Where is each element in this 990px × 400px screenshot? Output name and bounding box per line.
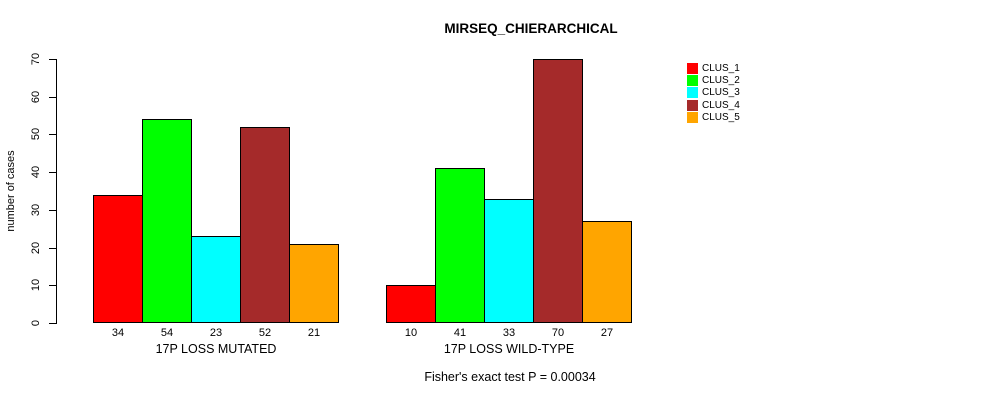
bar-value-label: 41 xyxy=(453,327,467,339)
y-tick-label: 20 xyxy=(30,241,42,255)
y-tick xyxy=(49,134,57,135)
legend-label: CLUS_3 xyxy=(702,87,740,99)
bar xyxy=(289,244,339,323)
legend-item: CLUS_5 xyxy=(687,111,740,123)
legend: CLUS_1 CLUS_2 CLUS_3 CLUS_4 CLUS_5 xyxy=(687,62,740,123)
legend-item: CLUS_4 xyxy=(687,99,740,111)
y-axis-line xyxy=(56,59,57,324)
group-label: 17P LOSS WILD-TYPE xyxy=(443,342,575,356)
y-axis-title: number of cases xyxy=(5,150,17,232)
bar xyxy=(191,236,241,323)
legend-swatch-clus4 xyxy=(687,99,698,111)
y-tick xyxy=(49,323,57,324)
y-tick-label: 0 xyxy=(30,319,42,327)
y-tick xyxy=(49,172,57,173)
y-tick xyxy=(49,59,57,60)
bar-value-label: 70 xyxy=(551,327,565,339)
y-tick-label: 10 xyxy=(30,278,42,292)
bar xyxy=(582,221,632,323)
bar xyxy=(533,59,583,323)
bar xyxy=(93,195,143,323)
legend-label: CLUS_2 xyxy=(702,74,740,86)
legend-label: CLUS_5 xyxy=(702,111,740,123)
y-tick-label: 60 xyxy=(30,90,42,104)
bar-value-label: 10 xyxy=(404,327,418,339)
bar-value-label: 23 xyxy=(209,327,223,339)
bar-value-label: 27 xyxy=(600,327,614,339)
bar xyxy=(484,199,534,323)
bar-value-label: 34 xyxy=(111,327,125,339)
y-tick-label: 40 xyxy=(30,165,42,179)
legend-swatch-clus5 xyxy=(687,111,698,123)
bar xyxy=(240,127,290,323)
legend-label: CLUS_4 xyxy=(702,99,740,111)
bar xyxy=(142,119,192,323)
bar xyxy=(386,285,436,323)
y-tick xyxy=(49,210,57,211)
bar-value-label: 33 xyxy=(502,327,516,339)
y-tick xyxy=(49,248,57,249)
legend-swatch-clus3 xyxy=(687,87,698,99)
bar xyxy=(435,168,485,323)
subtitle-pvalue: Fisher's exact test P = 0.00034 xyxy=(424,370,596,384)
legend-item: CLUS_2 xyxy=(687,74,740,86)
bar-value-label: 52 xyxy=(258,327,272,339)
y-tick xyxy=(49,97,57,98)
legend-label: CLUS_1 xyxy=(702,62,740,74)
chart-title: MIRSEQ_CHIERARCHICAL xyxy=(444,21,618,36)
y-tick-label: 70 xyxy=(30,52,42,66)
group-label: 17P LOSS MUTATED xyxy=(155,342,277,356)
y-tick-label: 50 xyxy=(30,127,42,141)
bar-value-label: 54 xyxy=(160,327,174,339)
legend-item: CLUS_1 xyxy=(687,62,740,74)
legend-swatch-clus2 xyxy=(687,74,698,86)
legend-swatch-clus1 xyxy=(687,62,698,74)
y-tick xyxy=(49,285,57,286)
legend-item: CLUS_3 xyxy=(687,87,740,99)
y-tick-label: 30 xyxy=(30,203,42,217)
bar-value-label: 21 xyxy=(307,327,321,339)
